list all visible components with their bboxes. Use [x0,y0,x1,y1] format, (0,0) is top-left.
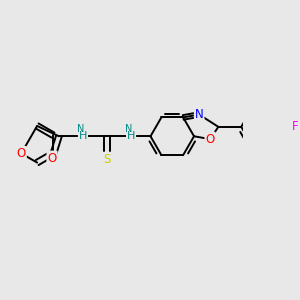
Text: N: N [195,108,204,121]
Text: O: O [206,133,215,146]
Text: N: N [125,124,132,134]
Text: O: O [47,152,57,164]
Text: H: H [79,131,87,141]
Text: S: S [103,153,111,166]
Text: F: F [292,120,299,133]
Text: N: N [77,124,84,134]
Text: H: H [127,131,135,141]
Text: O: O [16,147,26,160]
